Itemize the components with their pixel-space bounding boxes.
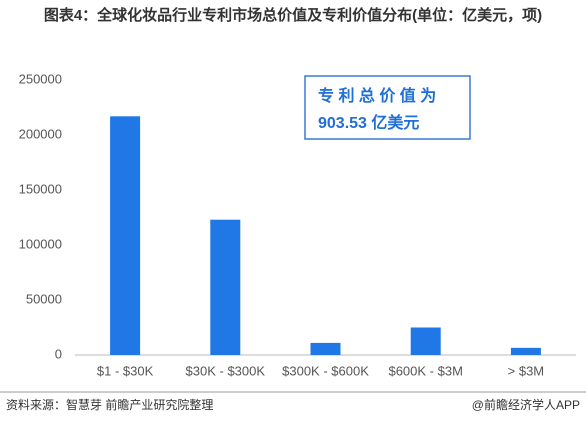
x-tick-label: $600K - $3M (388, 363, 462, 378)
x-tick-label: > $3M (508, 363, 545, 378)
source: 资料来源：智慧芽 前瞻产业研究院整理 (6, 397, 213, 412)
chart-title: 图表4：全球化妆品行业专利市场总价值及专利价值分布(单位：亿美元，项) (43, 7, 543, 24)
annotation-box (304, 75, 471, 140)
y-tick-label: 50000 (26, 291, 62, 306)
y-tick-label: 100000 (19, 236, 62, 251)
y-tick-label: 250000 (19, 71, 62, 86)
y-tick-label: 200000 (19, 126, 62, 141)
bar (310, 342, 341, 355)
x-tick-label: $1 - $30K (97, 363, 154, 378)
x-tick-label: $300K - $600K (282, 363, 369, 378)
bar (510, 347, 541, 355)
annotation: 903.53 亿美元 (318, 113, 419, 132)
y-tick-label: 150000 (19, 181, 62, 196)
bar (210, 219, 241, 355)
bar (410, 327, 441, 355)
bar (110, 116, 141, 355)
annotation: 专 利 总 价 值 为 (318, 86, 436, 105)
x-tick-label: $30K - $300K (186, 363, 266, 378)
credit: @前瞻经济学人APP (472, 397, 580, 412)
y-tick-label: 0 (55, 346, 62, 361)
